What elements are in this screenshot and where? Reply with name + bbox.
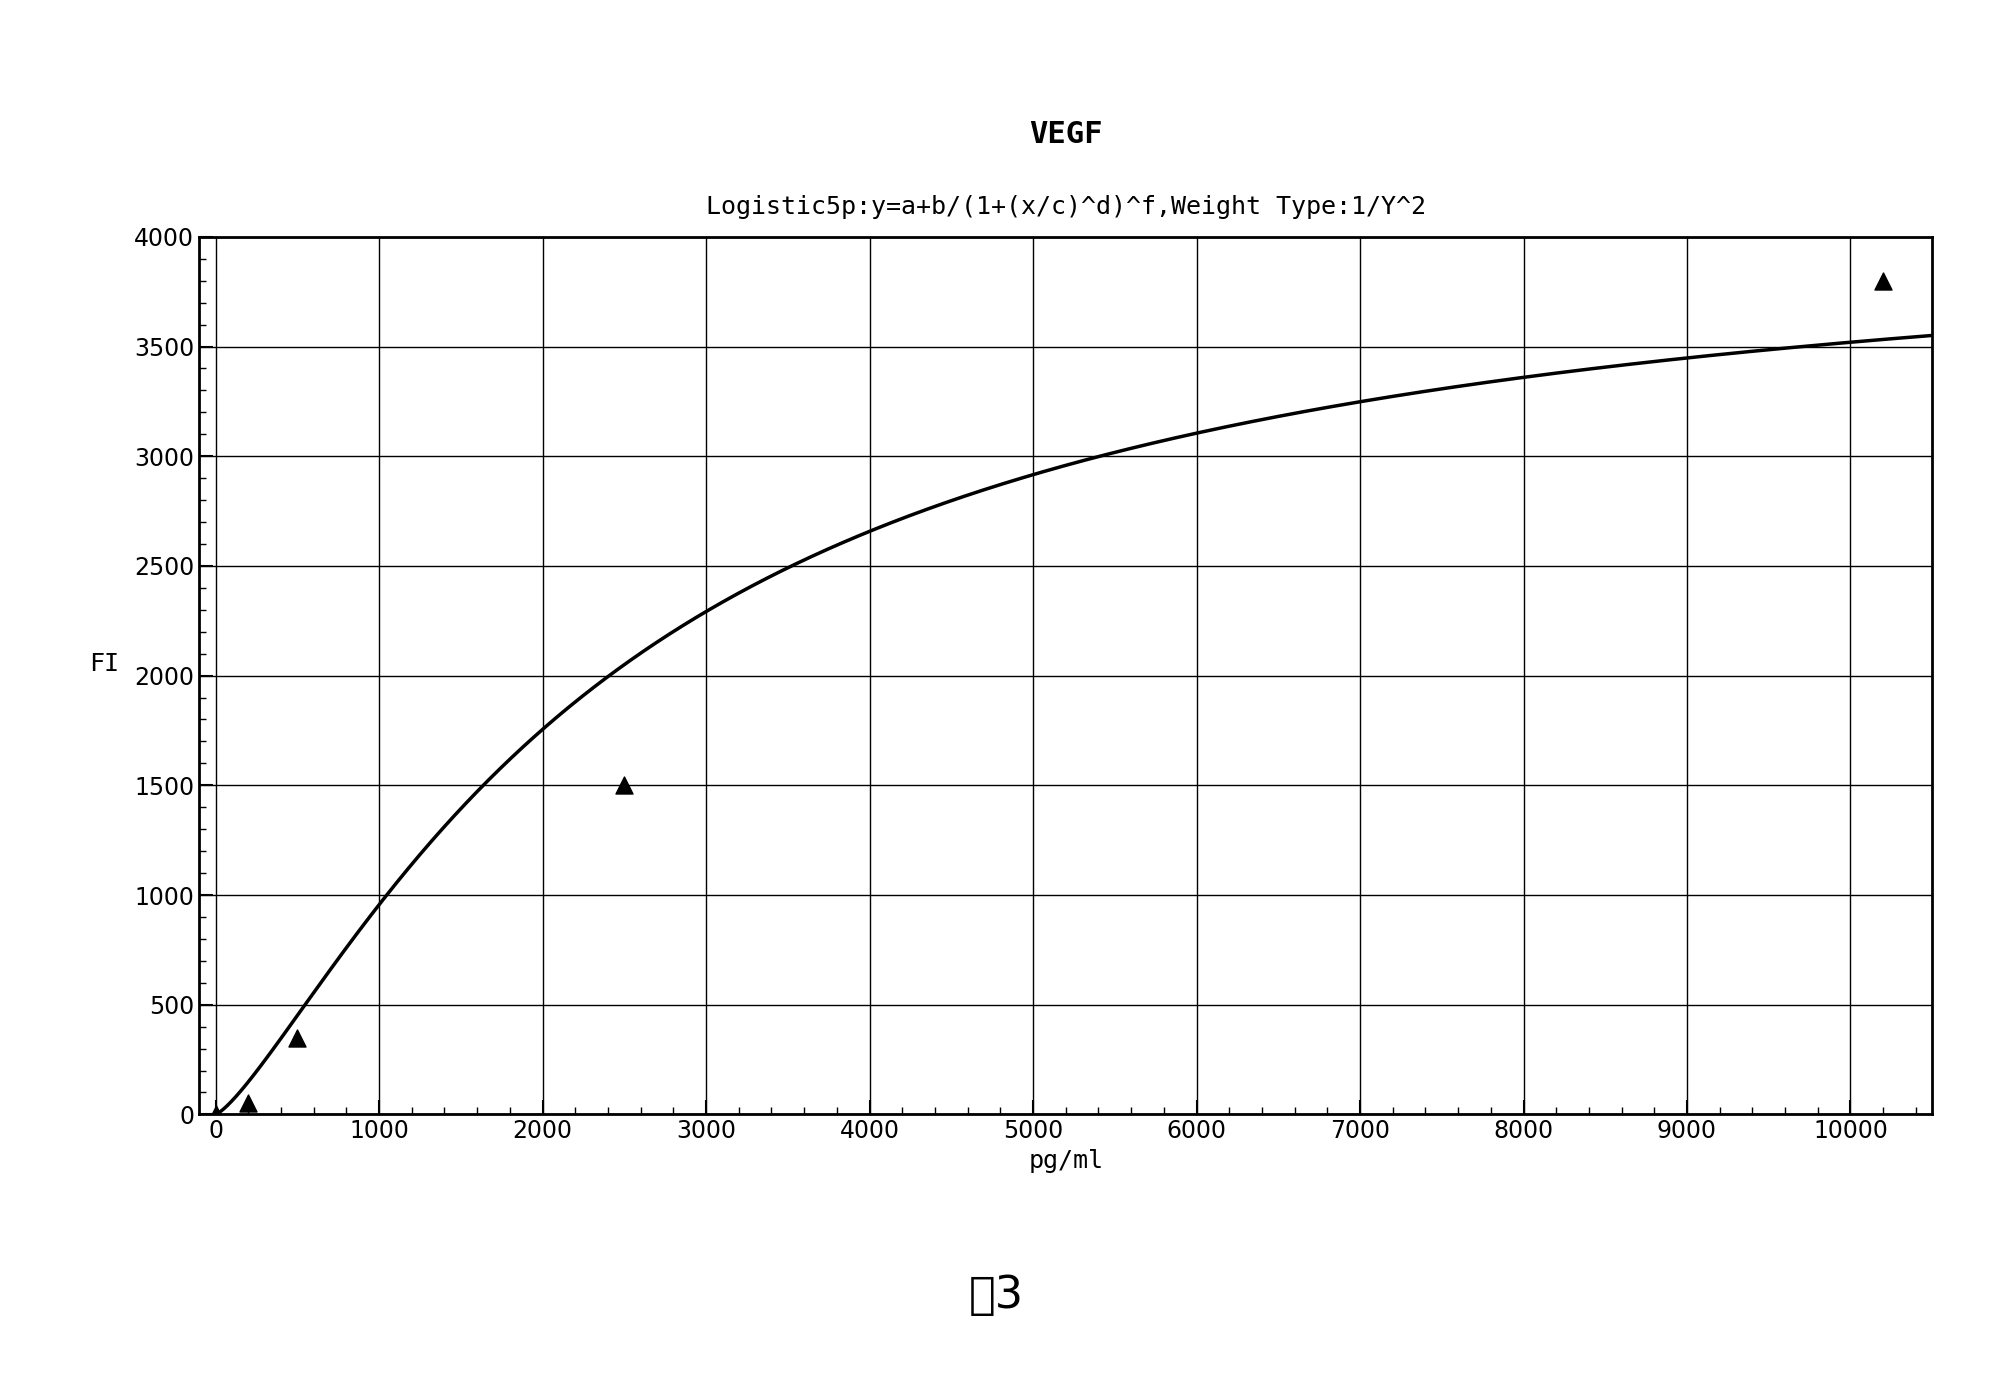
Text: 图3: 图3 [968,1275,1024,1316]
Text: VEGF: VEGF [1030,120,1102,149]
Y-axis label: FI: FI [90,652,120,676]
Point [233,1092,265,1114]
X-axis label: pg/ml: pg/ml [1028,1149,1104,1173]
Point [1867,269,1898,291]
Point [281,1027,313,1049]
Text: Logistic5p:y=a+b/(1+(x/c)^d)^f,Weight Type:1/Y^2: Logistic5p:y=a+b/(1+(x/c)^d)^f,Weight Ty… [705,195,1426,219]
Point [608,775,639,797]
Point [199,1103,231,1126]
